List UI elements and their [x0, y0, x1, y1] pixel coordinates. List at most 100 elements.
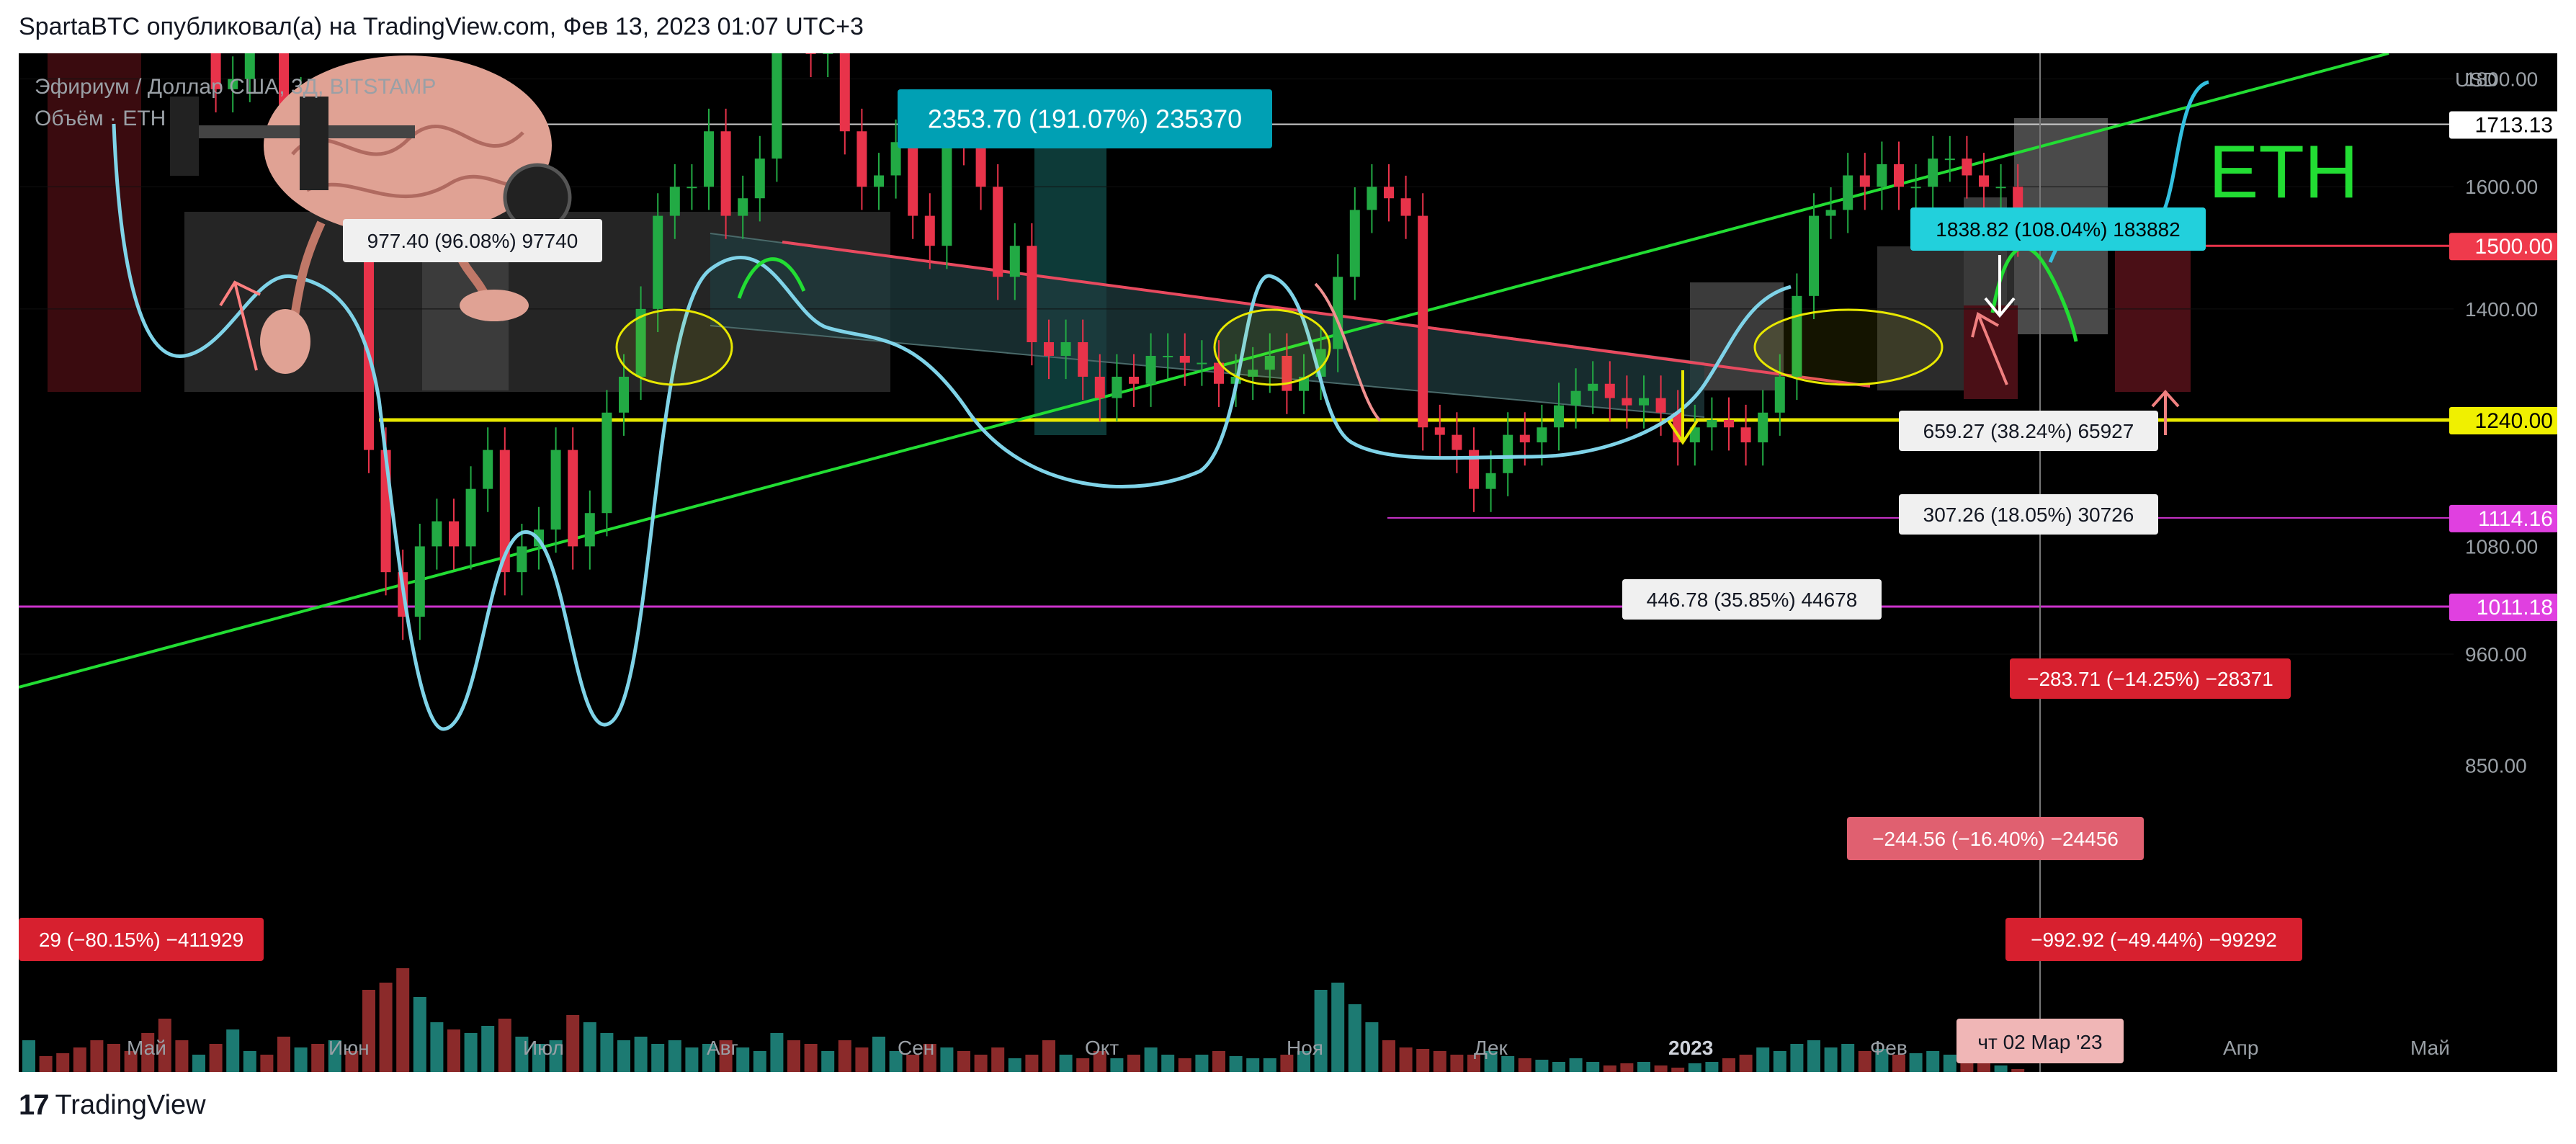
candle-body — [1009, 246, 1020, 277]
measure-label-box — [2010, 658, 2291, 699]
pink-curve — [1314, 282, 1382, 422]
volume-bar — [447, 1029, 460, 1072]
candle-body — [550, 450, 561, 530]
candle-body — [228, 79, 238, 89]
measure-label-box — [19, 918, 264, 961]
candle-body — [1673, 412, 1683, 443]
candle-body — [1197, 362, 1207, 365]
volume-bar — [753, 1051, 766, 1072]
volume-bar — [1331, 983, 1345, 1072]
candle-body — [1418, 215, 1428, 428]
candle-body — [1825, 210, 1836, 216]
candle-body — [1503, 434, 1513, 473]
candle-body — [1094, 376, 1105, 398]
volume-bar — [311, 1044, 325, 1072]
volume-bar — [1773, 1051, 1786, 1072]
price-tag-text: 1500.00 — [2475, 235, 2553, 259]
candle-body — [1112, 376, 1122, 398]
volume-bar — [1059, 1055, 1073, 1072]
volume-bar — [1569, 1058, 1583, 1072]
brain-foot — [460, 290, 529, 321]
candle-body — [857, 131, 867, 187]
volume-bar — [1348, 1004, 1361, 1072]
volume-bar — [685, 1047, 699, 1072]
candle-body — [1724, 419, 1734, 428]
candle-body — [1894, 164, 1904, 187]
time-tick-label: Сен — [898, 1037, 934, 1059]
yellow-arrow — [1667, 370, 1699, 445]
volume-bar — [243, 1051, 256, 1072]
price-tag — [2449, 111, 2557, 139]
volume-bar — [821, 1051, 835, 1072]
candle-body — [1962, 158, 1972, 176]
volume-bar — [1399, 1047, 1413, 1072]
candles — [210, 53, 2023, 640]
volume-bar — [940, 1047, 954, 1072]
tradingview-logo-icon: 17 — [19, 1089, 49, 1121]
yellow-highlight-ellipse — [1753, 308, 1944, 386]
volume-bar — [1263, 1058, 1276, 1072]
volume-bar — [1008, 1058, 1021, 1072]
volume-bar — [1841, 1044, 1855, 1072]
price-tick-label: 850.00 — [2465, 755, 2527, 777]
candle-body — [1639, 398, 1649, 406]
volume-bar — [362, 990, 375, 1072]
candle-body — [942, 131, 952, 246]
volume-bar — [600, 1033, 614, 1072]
volume-bar — [73, 1047, 86, 1072]
candle-body — [653, 215, 663, 309]
volume-bar — [124, 1051, 138, 1072]
volume-bar — [379, 983, 393, 1072]
volume-bar — [1824, 1047, 1838, 1072]
candle-body — [1554, 405, 1564, 428]
volume-bar — [804, 1044, 818, 1072]
measure-label-text: −992.92 (−49.44%) −99292 — [2031, 929, 2277, 951]
volume-bar — [1620, 1063, 1634, 1072]
candle-body — [1214, 362, 1224, 384]
candle-body — [772, 53, 782, 159]
candle-body — [890, 142, 901, 176]
time-tick-label: Дек — [1474, 1037, 1508, 1059]
volume-bar — [1195, 1055, 1209, 1072]
candle-body — [483, 450, 493, 489]
volume-bar — [719, 1040, 733, 1072]
green-forecast-arc — [1990, 246, 2078, 342]
red-zone-2 — [1964, 305, 2018, 399]
brain-shape — [264, 55, 552, 236]
candle-body — [465, 488, 476, 547]
candle-body — [839, 53, 850, 132]
tradingview-logo-text: TradingView — [55, 1090, 206, 1120]
candle-body — [449, 521, 459, 547]
time-tick-label: Фев — [1870, 1037, 1908, 1059]
price-tag — [2449, 233, 2557, 261]
channel-lower-edge — [710, 325, 1705, 418]
green-arc — [737, 257, 806, 299]
price-chart[interactable]: 4400.003900.003300.002900.002500.002100.… — [19, 53, 2557, 1072]
volume-bar — [345, 1051, 359, 1072]
volume-title: Объём · ETH — [35, 107, 166, 130]
candle-body — [210, 53, 221, 89]
volume-bar — [736, 1047, 750, 1072]
annotations — [112, 80, 2209, 731]
candle-body — [1078, 342, 1088, 377]
time-tick-label: Ноя — [1287, 1037, 1323, 1059]
measure-label-text: 307.26 (18.05%) 30726 — [1923, 504, 2134, 526]
volume-bar — [1671, 1068, 1685, 1072]
volume-bar — [1722, 1058, 1735, 1072]
volume-bar — [957, 1051, 970, 1072]
volume-bar — [277, 1037, 290, 1072]
candle-body — [1163, 355, 1173, 357]
chart-area[interactable]: 4400.003900.003300.002900.002500.002100.… — [19, 53, 2557, 1072]
candle-body — [1910, 187, 1921, 189]
candle-body — [1774, 376, 1785, 413]
volume-bar — [294, 1047, 308, 1072]
measure-label-text: −244.56 (−16.40%) −24456 — [1872, 828, 2119, 850]
volume-bar — [787, 1040, 800, 1072]
measure-label-text: 446.78 (35.85%) 44678 — [1647, 589, 1858, 611]
volume-bar — [1467, 1055, 1480, 1072]
volume-bar — [1229, 1056, 1243, 1072]
publish-info: SpartaBTC опубликовал(а) на TradingView.… — [19, 13, 864, 40]
price-tag-text: 1114.16 — [2478, 507, 2553, 531]
volume-bar — [1110, 1058, 1124, 1072]
candle-body — [704, 131, 714, 187]
